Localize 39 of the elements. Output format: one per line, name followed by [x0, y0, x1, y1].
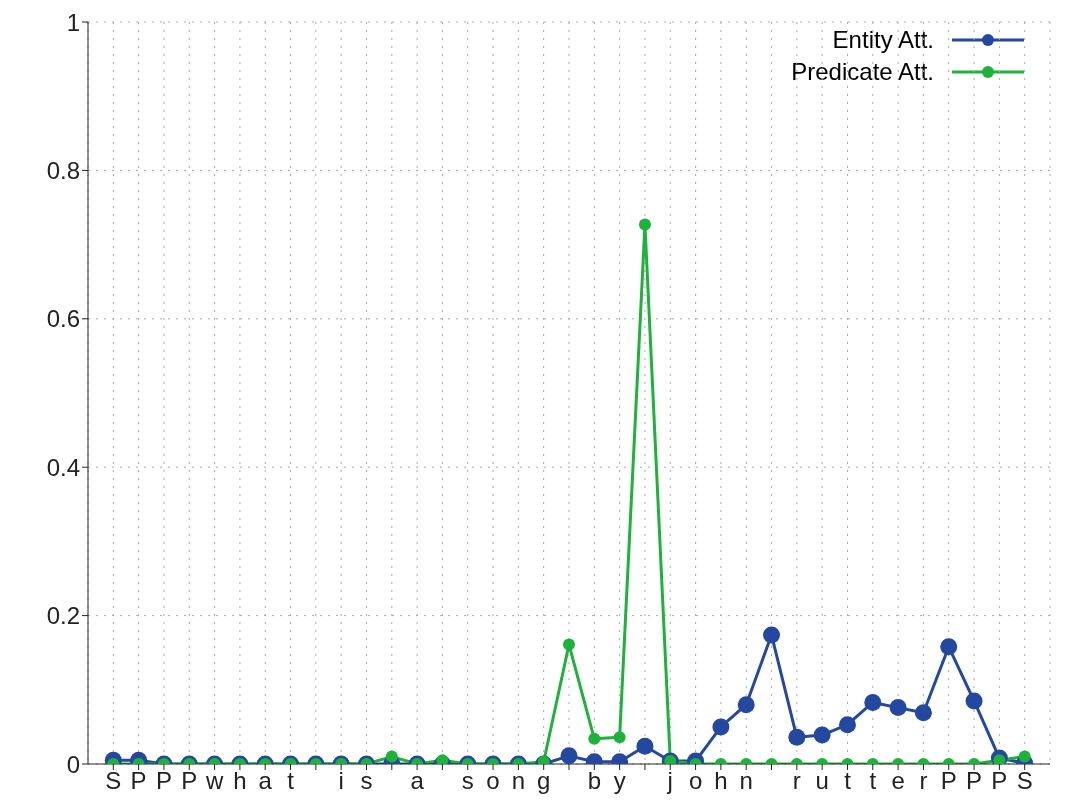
x-tick-label: h — [714, 767, 728, 795]
x-tick-label: t — [287, 767, 295, 795]
x-tick-label: e — [891, 767, 905, 795]
x-tick-label: n — [739, 767, 753, 795]
y-tick-label: 0.6 — [46, 305, 80, 333]
x-tick-label: s — [360, 767, 373, 795]
legend-label: Entity Att. — [832, 25, 934, 55]
y-tick-label: 1 — [66, 8, 80, 36]
x-tick-label: h — [233, 767, 247, 795]
x-tick-label: t — [844, 767, 852, 795]
x-tick-label: P — [181, 767, 198, 795]
y-tick-label: 0.2 — [46, 602, 80, 630]
x-tick-label: a — [258, 767, 273, 795]
x-tick-label: o — [486, 767, 500, 795]
x-tick-label: s — [461, 767, 474, 795]
x-tick-label: i — [338, 767, 344, 795]
y-tick-label: 0.4 — [46, 453, 80, 481]
x-tick-label: S — [1016, 767, 1033, 795]
x-tick-label: y — [613, 767, 626, 795]
y-tick-label: 0.8 — [46, 156, 80, 184]
x-tick-label: P — [991, 767, 1008, 795]
x-tick-label: t — [869, 767, 877, 795]
x-tick-label: o — [688, 767, 703, 795]
x-tick-label: j — [666, 767, 673, 795]
x-tick-label: P — [966, 767, 983, 795]
x-tick-label: S — [105, 767, 122, 795]
legend-label: Predicate Att. — [791, 57, 934, 87]
x-tick-label: u — [815, 767, 829, 795]
x-tick-label: r — [792, 767, 801, 795]
x-tick-label: a — [410, 767, 425, 795]
x-tick-label: P — [130, 767, 147, 795]
x-tick-label: P — [155, 767, 172, 795]
y-tick-label: 0 — [66, 750, 80, 778]
x-tick-label: w — [204, 767, 224, 795]
x-tick-label: r — [919, 767, 928, 795]
x-tick-label: b — [587, 767, 601, 795]
x-tick-label: n — [511, 767, 526, 795]
x-tick-label: P — [940, 767, 957, 795]
x-tick-label: g — [537, 767, 551, 795]
